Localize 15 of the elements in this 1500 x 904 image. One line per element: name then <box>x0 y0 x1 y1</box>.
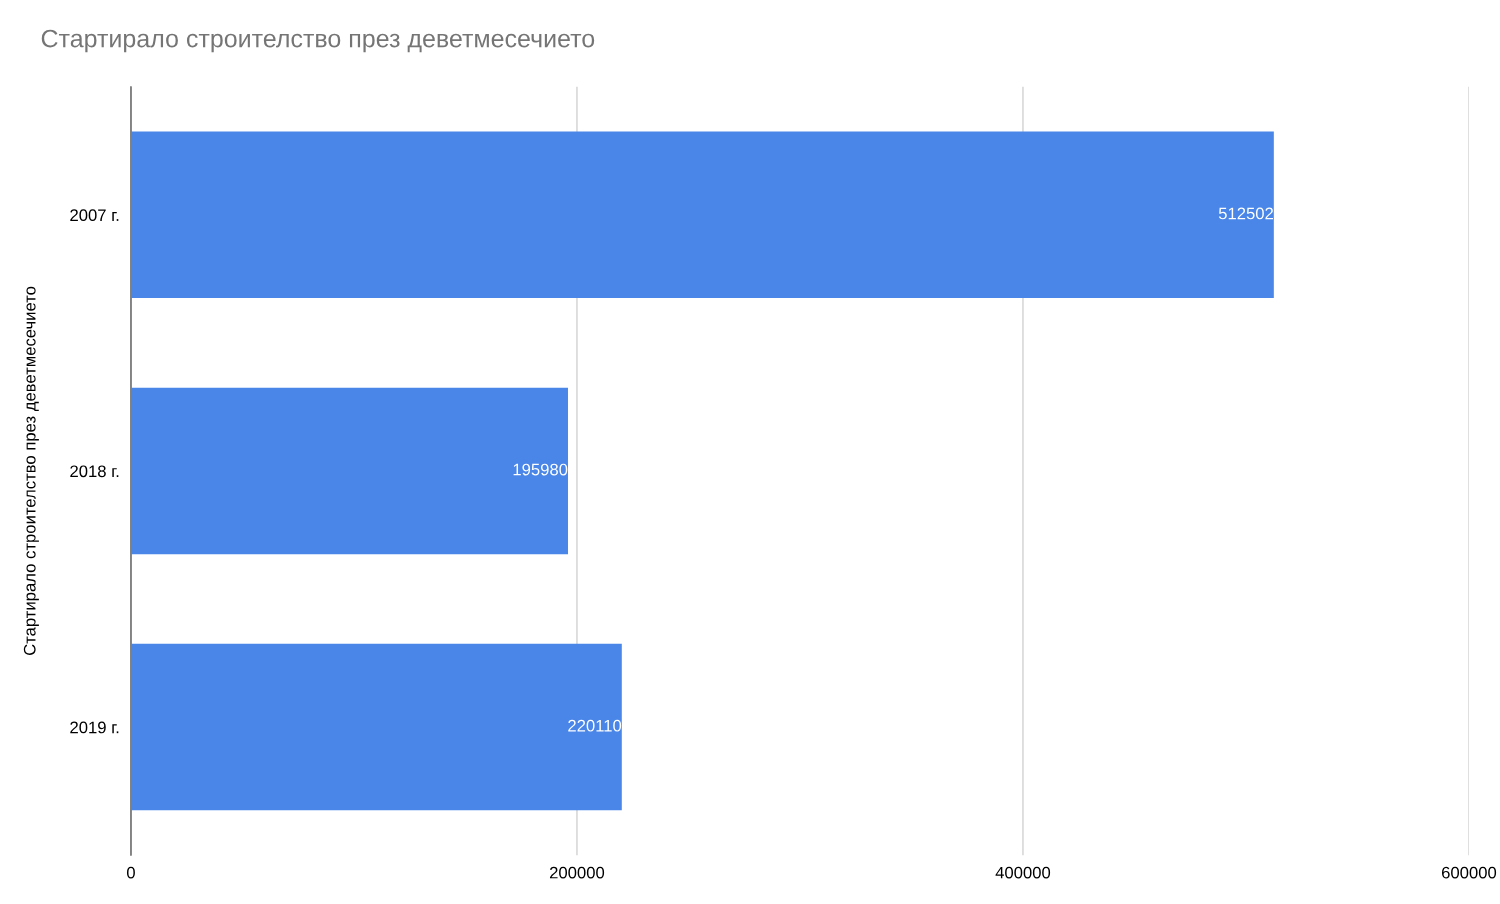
y-tick-label: 2019 г. <box>70 721 119 734</box>
x-tick-label: 0 <box>126 866 135 879</box>
bar <box>130 387 568 555</box>
chart-title: Стартирало строителство през деветмесечието <box>41 29 595 53</box>
y-axis-title: Стартирало строителство през деветмесечието <box>23 286 39 656</box>
y-tick-label: 2007 г. <box>70 209 119 222</box>
y-tick-label: 2018 г. <box>70 465 119 478</box>
bar <box>130 643 622 811</box>
data-label: 512502 <box>1218 207 1273 220</box>
data-label: 220110 <box>568 719 622 732</box>
bar <box>130 131 1274 299</box>
x-tick-label: 200000 <box>549 866 605 879</box>
x-tick-label: 400000 <box>995 866 1051 879</box>
data-label: 195980 <box>513 463 568 476</box>
x-tick-label: 600000 <box>1441 866 1497 879</box>
